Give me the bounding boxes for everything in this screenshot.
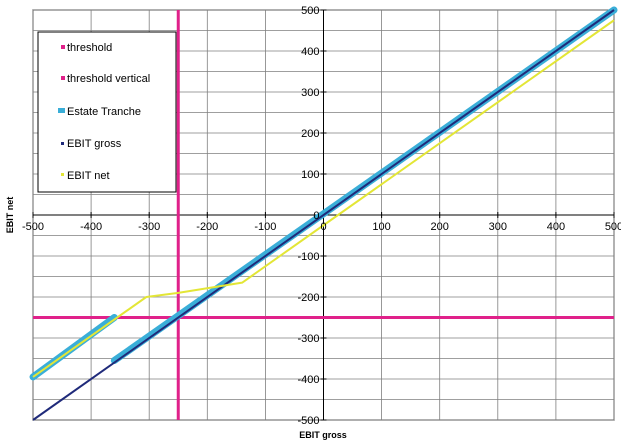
- legend-label-ebit-net: EBIT net: [67, 170, 110, 182]
- y-tick-label: 0: [313, 210, 319, 222]
- legend-swatch-ebit-gross: [61, 142, 64, 145]
- y-axis-title: EBIT net: [5, 197, 15, 234]
- y-tick-label: 500: [301, 5, 319, 17]
- x-tick-label: -100: [254, 221, 276, 233]
- x-tick-label: 200: [431, 221, 449, 233]
- x-tick-label: 500: [605, 221, 621, 233]
- y-tick-label: 300: [301, 87, 319, 99]
- ebit-net-line: [32, 19, 615, 378]
- x-tick-label: -200: [196, 221, 218, 233]
- x-tick-label: -500: [22, 221, 44, 233]
- tick-labels: -500 -400 -300 -200 -100 0 100 200 300 400 500 500 4…: [22, 5, 621, 427]
- x-tick-label: 400: [547, 221, 565, 233]
- y-tick-label: -300: [297, 333, 319, 345]
- y-tick-label: -400: [297, 374, 319, 386]
- legend-label-estate-tranche: Estate Tranche: [67, 106, 141, 118]
- x-tick-label: -300: [138, 221, 160, 233]
- y-tick-label: -200: [297, 292, 319, 304]
- x-tick-label: 100: [372, 221, 390, 233]
- y-tick-label: 400: [301, 46, 319, 58]
- legend-label-threshold-vertical: threshold vertical: [67, 73, 150, 85]
- legend-swatch-estate-tranche: [58, 108, 65, 113]
- legend-label-ebit-gross: EBIT gross: [67, 138, 122, 150]
- series-layer: [29, 6, 618, 421]
- y-tick-label: -500: [297, 415, 319, 427]
- legend-swatch-ebit-net: [61, 173, 64, 176]
- x-tick-label: 0: [320, 221, 326, 233]
- ebit-gross-line: [32, 9, 615, 421]
- x-axis-title: EBIT gross: [299, 430, 347, 440]
- legend: threshold threshold vertical Estate Tran…: [37, 31, 177, 193]
- x-tick-label: 300: [489, 221, 507, 233]
- legend-swatch-threshold: [61, 45, 65, 49]
- y-tick-label: 100: [301, 169, 319, 181]
- x-tick-label: -400: [80, 221, 102, 233]
- y-tick-label: -100: [297, 251, 319, 263]
- legend-label-threshold: threshold: [67, 42, 112, 54]
- legend-swatch-threshold-vertical: [61, 76, 65, 80]
- y-tick-label: 200: [301, 128, 319, 140]
